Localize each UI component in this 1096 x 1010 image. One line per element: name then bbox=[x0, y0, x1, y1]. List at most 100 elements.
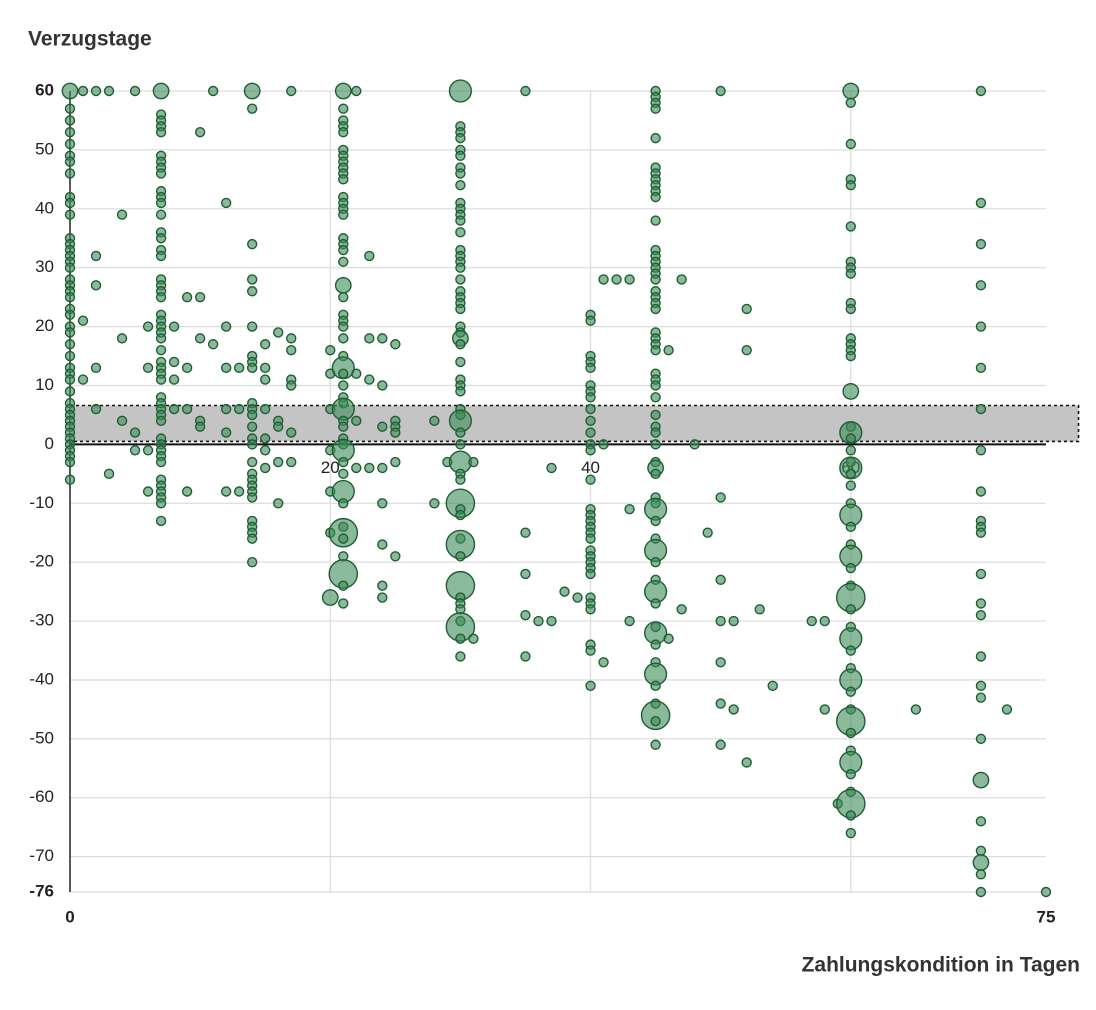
data-point bbox=[64, 138, 76, 150]
data-point bbox=[64, 456, 76, 468]
x-tick-label: 20 bbox=[321, 458, 340, 477]
data-point bbox=[90, 403, 102, 415]
data-point bbox=[64, 309, 76, 321]
data-point bbox=[155, 374, 167, 385]
data-point bbox=[260, 433, 271, 444]
data-point bbox=[64, 339, 76, 350]
data-point bbox=[845, 433, 856, 444]
data-point bbox=[155, 515, 167, 527]
data-point bbox=[663, 633, 674, 644]
data-point bbox=[77, 85, 89, 97]
data-point bbox=[64, 291, 76, 303]
data-point bbox=[715, 492, 726, 503]
data-point bbox=[64, 156, 76, 167]
data-point bbox=[273, 498, 284, 509]
data-point bbox=[181, 362, 193, 374]
data-point bbox=[351, 368, 362, 379]
data-point bbox=[715, 615, 726, 627]
data-point bbox=[338, 244, 349, 256]
data-point bbox=[845, 562, 856, 574]
data-point bbox=[77, 315, 89, 326]
data-point bbox=[845, 521, 856, 533]
data-point bbox=[338, 456, 349, 468]
data-point bbox=[155, 498, 167, 509]
data-point bbox=[975, 598, 987, 609]
data-point bbox=[715, 85, 726, 97]
data-point bbox=[640, 700, 671, 731]
data-point bbox=[377, 333, 388, 344]
data-point bbox=[377, 592, 388, 603]
data-point bbox=[351, 462, 362, 474]
data-point bbox=[181, 403, 193, 415]
data-point bbox=[155, 197, 167, 209]
y-axis-title: Verzugstage bbox=[28, 28, 152, 51]
y-tick-label: 20 bbox=[35, 316, 54, 335]
data-point bbox=[286, 85, 297, 97]
data-point bbox=[845, 480, 856, 491]
data-point bbox=[286, 344, 297, 356]
data-point bbox=[64, 103, 76, 114]
data-point bbox=[220, 403, 232, 415]
data-point bbox=[624, 615, 635, 627]
data-point bbox=[377, 462, 388, 474]
data-point bbox=[546, 615, 557, 627]
data-point bbox=[246, 421, 258, 432]
data-point bbox=[689, 439, 700, 450]
data-point bbox=[64, 374, 76, 385]
data-point bbox=[715, 739, 726, 750]
data-point bbox=[260, 362, 271, 374]
data-point bbox=[390, 339, 401, 350]
data-point bbox=[975, 321, 987, 332]
x-axis-title: Zahlungskondition in Tagen bbox=[802, 954, 1080, 977]
data-point bbox=[455, 215, 466, 226]
data-point bbox=[845, 769, 856, 780]
data-point bbox=[286, 333, 297, 344]
data-point bbox=[155, 168, 167, 179]
data-point bbox=[650, 639, 661, 650]
data-point bbox=[220, 427, 232, 438]
data-point bbox=[142, 362, 154, 374]
data-point bbox=[64, 474, 76, 485]
data-point bbox=[338, 333, 349, 344]
y-tick-label: 30 bbox=[35, 257, 54, 276]
data-point bbox=[168, 403, 180, 415]
data-point bbox=[103, 468, 115, 480]
data-point bbox=[546, 462, 557, 474]
data-point bbox=[650, 715, 661, 727]
data-point bbox=[455, 474, 466, 485]
data-point bbox=[448, 79, 472, 103]
data-point bbox=[455, 303, 466, 315]
data-point bbox=[129, 85, 141, 97]
data-point bbox=[155, 291, 167, 303]
data-point bbox=[207, 85, 219, 97]
data-point bbox=[975, 445, 987, 456]
data-point bbox=[975, 527, 987, 538]
data-point bbox=[972, 854, 990, 871]
data-point bbox=[650, 303, 661, 315]
data-point bbox=[64, 127, 76, 138]
data-point bbox=[975, 403, 987, 415]
y-tick-label: -20 bbox=[29, 552, 54, 571]
data-point bbox=[246, 103, 258, 114]
data-point bbox=[334, 82, 352, 100]
data-point bbox=[585, 392, 596, 403]
data-point bbox=[64, 197, 76, 209]
data-point bbox=[975, 651, 987, 662]
data-point bbox=[116, 333, 128, 344]
data-point bbox=[328, 517, 359, 548]
data-point bbox=[390, 427, 401, 438]
data-point bbox=[321, 589, 339, 606]
data-point bbox=[90, 280, 102, 291]
data-point bbox=[650, 215, 661, 226]
data-point bbox=[585, 680, 596, 692]
data-point bbox=[390, 551, 401, 562]
data-point bbox=[338, 368, 349, 379]
data-point bbox=[129, 445, 141, 456]
data-point bbox=[975, 886, 987, 898]
data-point bbox=[246, 409, 258, 421]
data-point bbox=[377, 539, 388, 550]
data-point bbox=[233, 403, 245, 415]
data-point bbox=[61, 82, 79, 100]
data-point bbox=[220, 321, 232, 332]
data-point bbox=[455, 180, 466, 191]
